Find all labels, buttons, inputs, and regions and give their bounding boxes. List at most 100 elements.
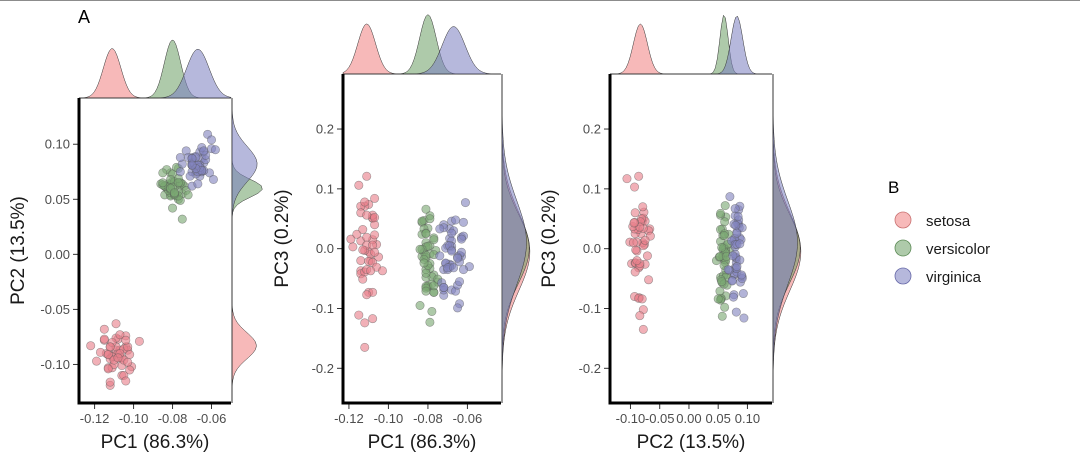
panel-tag: A [78, 7, 90, 27]
point-virginica [208, 174, 218, 184]
point-versicolor [158, 178, 168, 188]
x-tick-label: -0.06 [453, 411, 483, 426]
series-setosa [346, 171, 387, 352]
y-tick-label: 0.2 [583, 122, 601, 137]
point-setosa [629, 218, 639, 228]
series-virginica [435, 198, 474, 313]
point-setosa [103, 364, 113, 374]
point-virginica [210, 145, 220, 155]
point-setosa [352, 229, 362, 239]
point-setosa [358, 274, 368, 284]
point-setosa [628, 238, 638, 248]
point-setosa [638, 202, 648, 212]
marginal-x-density-virginica [610, 15, 772, 75]
y-tick-label: 0.00 [45, 247, 70, 262]
legend-title: B [888, 178, 899, 197]
point-virginica [193, 179, 203, 189]
point-virginica [453, 253, 463, 263]
point-virginica [199, 146, 209, 156]
point-setosa [370, 213, 380, 223]
series-virginica [723, 192, 749, 323]
point-setosa [622, 174, 632, 184]
x-tick-label: 0.00 [676, 411, 701, 426]
legend-key-virginica [894, 267, 912, 285]
y-tick-label: -0.1 [579, 301, 601, 316]
point-setosa [370, 193, 380, 203]
point-versicolor [720, 302, 730, 312]
point-virginica [728, 292, 738, 302]
series-virginica [175, 129, 220, 191]
point-versicolor [421, 268, 431, 278]
point-versicolor [713, 294, 723, 304]
y-tick-label: -0.05 [40, 302, 70, 317]
point-setosa [642, 251, 652, 261]
point-setosa [637, 294, 647, 304]
y-tick-label: 0.0 [316, 241, 334, 256]
point-versicolor [720, 201, 730, 211]
point-virginica [728, 251, 738, 261]
y-axis-title: PC3 (0.2%) [539, 189, 560, 287]
x-tick-label: 0.05 [706, 411, 731, 426]
point-setosa [121, 335, 131, 345]
point-setosa [99, 334, 109, 344]
y-tick-label: 0.1 [316, 181, 334, 196]
point-setosa [362, 232, 372, 242]
legend-item-versicolor: versicolor [894, 239, 990, 258]
point-virginica [732, 228, 742, 238]
y-tick-label: 0.05 [45, 192, 70, 207]
plot-area [79, 98, 231, 403]
marginal-y-density-virginica [501, 73, 527, 404]
point-versicolor [166, 174, 176, 184]
x-tick-label: -0.05 [645, 411, 675, 426]
point-setosa [360, 197, 370, 207]
point-versicolor [415, 300, 425, 310]
point-setosa [358, 245, 368, 255]
point-virginica [731, 307, 741, 317]
point-setosa [105, 377, 115, 387]
point-setosa [634, 171, 644, 181]
x-tick-label: -0.06 [197, 411, 227, 426]
point-virginica [458, 217, 468, 227]
point-versicolor [183, 190, 193, 200]
point-setosa [105, 342, 115, 352]
point-virginica [725, 192, 735, 202]
legend-label-setosa: setosa [926, 213, 971, 230]
point-setosa [346, 234, 356, 244]
point-setosa [356, 256, 366, 266]
panel-2: -0.12 -0.10 -0.08 -0.06 -0.2 -0.1 0.0 0.1 0.2 PC1… [272, 14, 531, 453]
point-virginica [737, 270, 747, 280]
point-setosa [630, 267, 640, 277]
point-virginica [455, 277, 465, 287]
point-virginica [185, 171, 195, 181]
point-versicolor [421, 229, 431, 239]
point-virginica [451, 215, 461, 225]
point-virginica [731, 220, 741, 230]
y-tick-label: -0.2 [579, 361, 601, 376]
point-setosa [354, 180, 364, 190]
series-setosa [622, 171, 655, 334]
point-setosa [134, 336, 144, 346]
y-tick-label: 0.0 [583, 241, 601, 256]
point-versicolor [717, 277, 727, 287]
point-versicolor [173, 178, 183, 188]
point-setosa [638, 324, 648, 334]
legend-key-setosa [894, 211, 912, 229]
point-versicolor [169, 188, 179, 198]
point-virginica [460, 198, 470, 208]
point-setosa [377, 266, 387, 276]
point-virginica [739, 313, 749, 323]
point-setosa [360, 342, 370, 352]
legend-item-setosa: setosa [894, 211, 971, 230]
legend-label-virginica: virginica [926, 269, 982, 286]
x-tick-label: -0.12 [80, 411, 110, 426]
point-setosa [630, 182, 640, 192]
y-axis-title: PC3 (0.2%) [272, 189, 293, 287]
marginal-x-density-virginica [343, 26, 502, 75]
point-setosa [348, 242, 358, 252]
point-setosa [366, 266, 376, 276]
point-virginica [732, 262, 742, 272]
point-versicolor [177, 214, 187, 224]
point-virginica [730, 204, 740, 214]
point-setosa [368, 314, 378, 324]
